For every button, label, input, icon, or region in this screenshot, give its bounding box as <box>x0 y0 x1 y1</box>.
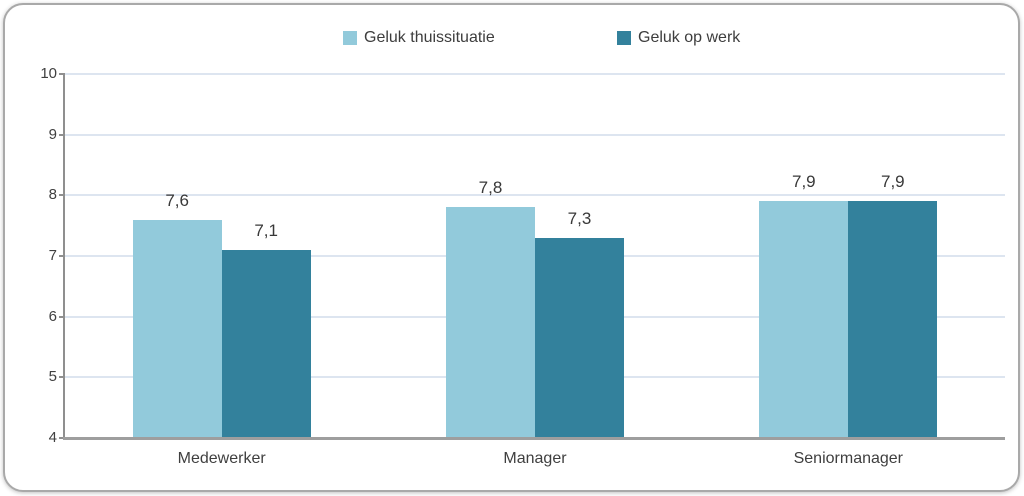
y-axis-tick <box>59 73 65 75</box>
x-category-label: Medewerker <box>177 450 266 467</box>
bar <box>759 201 849 438</box>
x-axis-line <box>63 437 1005 440</box>
bar-value-label: 7,9 <box>792 172 816 192</box>
x-category-label: Seniormanager <box>793 450 904 467</box>
y-axis-line <box>63 74 65 440</box>
y-axis-tick <box>59 133 65 136</box>
y-tick-label: 8 <box>48 186 57 204</box>
legend-item-geluk-thuissituatie: Geluk thuissituatie <box>343 29 495 47</box>
bar <box>221 249 311 438</box>
bar-value-label: 7,9 <box>881 172 905 192</box>
legend-label: Geluk op werk <box>638 29 741 46</box>
bar-value-label: 7,3 <box>567 208 592 228</box>
gridline <box>65 194 1005 197</box>
y-axis-tick <box>59 437 65 439</box>
bar <box>535 237 624 438</box>
y-tick-label: 10 <box>40 65 57 82</box>
y-axis-tick <box>59 315 65 318</box>
gridline <box>65 133 1005 136</box>
y-tick-label: 6 <box>48 307 57 325</box>
y-tick-label: 5 <box>48 368 57 386</box>
bar <box>848 201 938 438</box>
y-axis-tick <box>59 194 65 197</box>
bar <box>446 207 535 438</box>
y-tick-label: 7 <box>48 247 57 264</box>
y-tick-label: 9 <box>48 125 57 143</box>
bar-value-label: 7,1 <box>254 220 278 240</box>
y-axis-tick <box>59 376 65 379</box>
chart-card: Geluk thuissituatie Geluk op werk 4 5 6 7 8 9… <box>3 3 1020 492</box>
x-category-label: Manager <box>503 450 567 467</box>
legend-item-geluk-op-werk: Geluk op werk <box>617 29 740 47</box>
bar-value-label: 7,6 <box>165 190 189 210</box>
bar-value-label: 7,8 <box>478 178 503 198</box>
bar <box>132 219 222 438</box>
gridline <box>65 73 1005 75</box>
legend-swatch-icon <box>343 31 357 45</box>
legend-swatch-icon <box>617 31 631 45</box>
y-tick-label: 4 <box>48 429 57 446</box>
y-axis-tick <box>59 255 65 257</box>
legend-label: Geluk thuissituatie <box>364 29 495 46</box>
